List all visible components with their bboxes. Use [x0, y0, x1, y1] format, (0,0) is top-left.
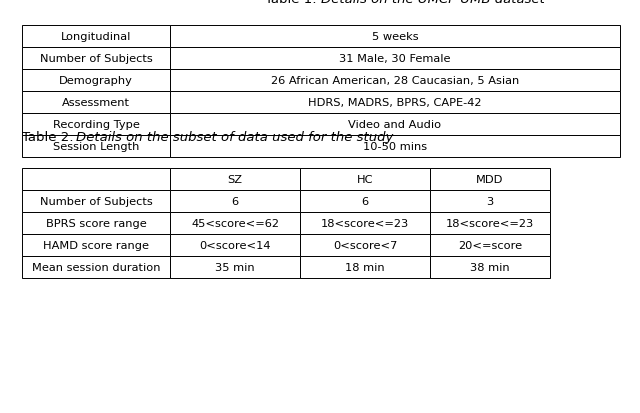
Bar	[430, 169, 550, 190]
Bar	[22, 190, 170, 212]
Bar	[300, 235, 430, 256]
Bar	[22, 256, 170, 278]
Bar	[170, 256, 300, 278]
Bar	[430, 190, 550, 212]
Bar	[170, 190, 300, 212]
Text: 3: 3	[486, 197, 493, 206]
Bar	[170, 26, 620, 48]
Text: BPRS score range: BPRS score range	[45, 218, 147, 228]
Bar	[170, 235, 300, 256]
Bar	[22, 48, 170, 70]
Bar	[170, 48, 620, 70]
Bar	[300, 212, 430, 235]
Bar	[22, 70, 170, 92]
Text: 5 weeks: 5 weeks	[372, 32, 419, 42]
Bar	[170, 169, 300, 190]
Bar	[430, 235, 550, 256]
Text: 6: 6	[232, 197, 239, 206]
Bar	[22, 136, 170, 158]
Text: Number of Subjects: Number of Subjects	[40, 54, 152, 64]
Text: 35 min: 35 min	[215, 262, 255, 272]
Text: 20<=score: 20<=score	[458, 240, 522, 250]
Text: 0<score<14: 0<score<14	[199, 240, 271, 250]
Text: 38 min: 38 min	[470, 262, 510, 272]
Text: 45<score<=62: 45<score<=62	[191, 218, 279, 228]
Text: SZ: SZ	[227, 175, 243, 185]
Text: Table 2:: Table 2:	[22, 131, 78, 144]
Bar	[22, 92, 170, 114]
Bar	[170, 92, 620, 114]
Bar	[170, 136, 620, 158]
Bar	[22, 212, 170, 235]
Text: 10-50 mins: 10-50 mins	[363, 142, 427, 152]
Text: Longitudinal: Longitudinal	[61, 32, 131, 42]
Bar	[22, 235, 170, 256]
Text: 18<score<=23: 18<score<=23	[321, 218, 409, 228]
Text: 0<score<7: 0<score<7	[333, 240, 397, 250]
Bar	[300, 190, 430, 212]
Text: 6: 6	[362, 197, 369, 206]
Text: HC: HC	[356, 175, 373, 185]
Bar	[170, 114, 620, 136]
Text: Recording Type: Recording Type	[52, 120, 140, 130]
Text: Table 1:: Table 1:	[265, 0, 321, 6]
Bar	[22, 26, 170, 48]
Text: Video and Audio: Video and Audio	[348, 120, 442, 130]
Bar	[430, 256, 550, 278]
Text: 26 African American, 28 Caucasian, 5 Asian: 26 African American, 28 Caucasian, 5 Asi…	[271, 76, 519, 86]
Bar	[22, 114, 170, 136]
Bar	[22, 169, 170, 190]
Bar	[170, 212, 300, 235]
Text: 31 Male, 30 Female: 31 Male, 30 Female	[339, 54, 451, 64]
Text: MDD: MDD	[476, 175, 504, 185]
Text: Details on the subset of data used for the study: Details on the subset of data used for t…	[76, 131, 394, 144]
Text: Session Length: Session Length	[53, 142, 139, 152]
Text: 18<score<=23: 18<score<=23	[446, 218, 534, 228]
Bar	[300, 256, 430, 278]
Bar	[430, 212, 550, 235]
Text: HDRS, MADRS, BPRS, CAPE-42: HDRS, MADRS, BPRS, CAPE-42	[308, 98, 482, 108]
Text: HAMD score range: HAMD score range	[43, 240, 149, 250]
Text: Demography: Demography	[59, 76, 133, 86]
Text: Number of Subjects: Number of Subjects	[40, 197, 152, 206]
Text: Mean session duration: Mean session duration	[32, 262, 160, 272]
Text: Assessment: Assessment	[62, 98, 130, 108]
Text: Details on the UMCP-UMB dataset: Details on the UMCP-UMB dataset	[321, 0, 545, 6]
Text: 18 min: 18 min	[345, 262, 385, 272]
Bar	[300, 169, 430, 190]
Bar	[170, 70, 620, 92]
